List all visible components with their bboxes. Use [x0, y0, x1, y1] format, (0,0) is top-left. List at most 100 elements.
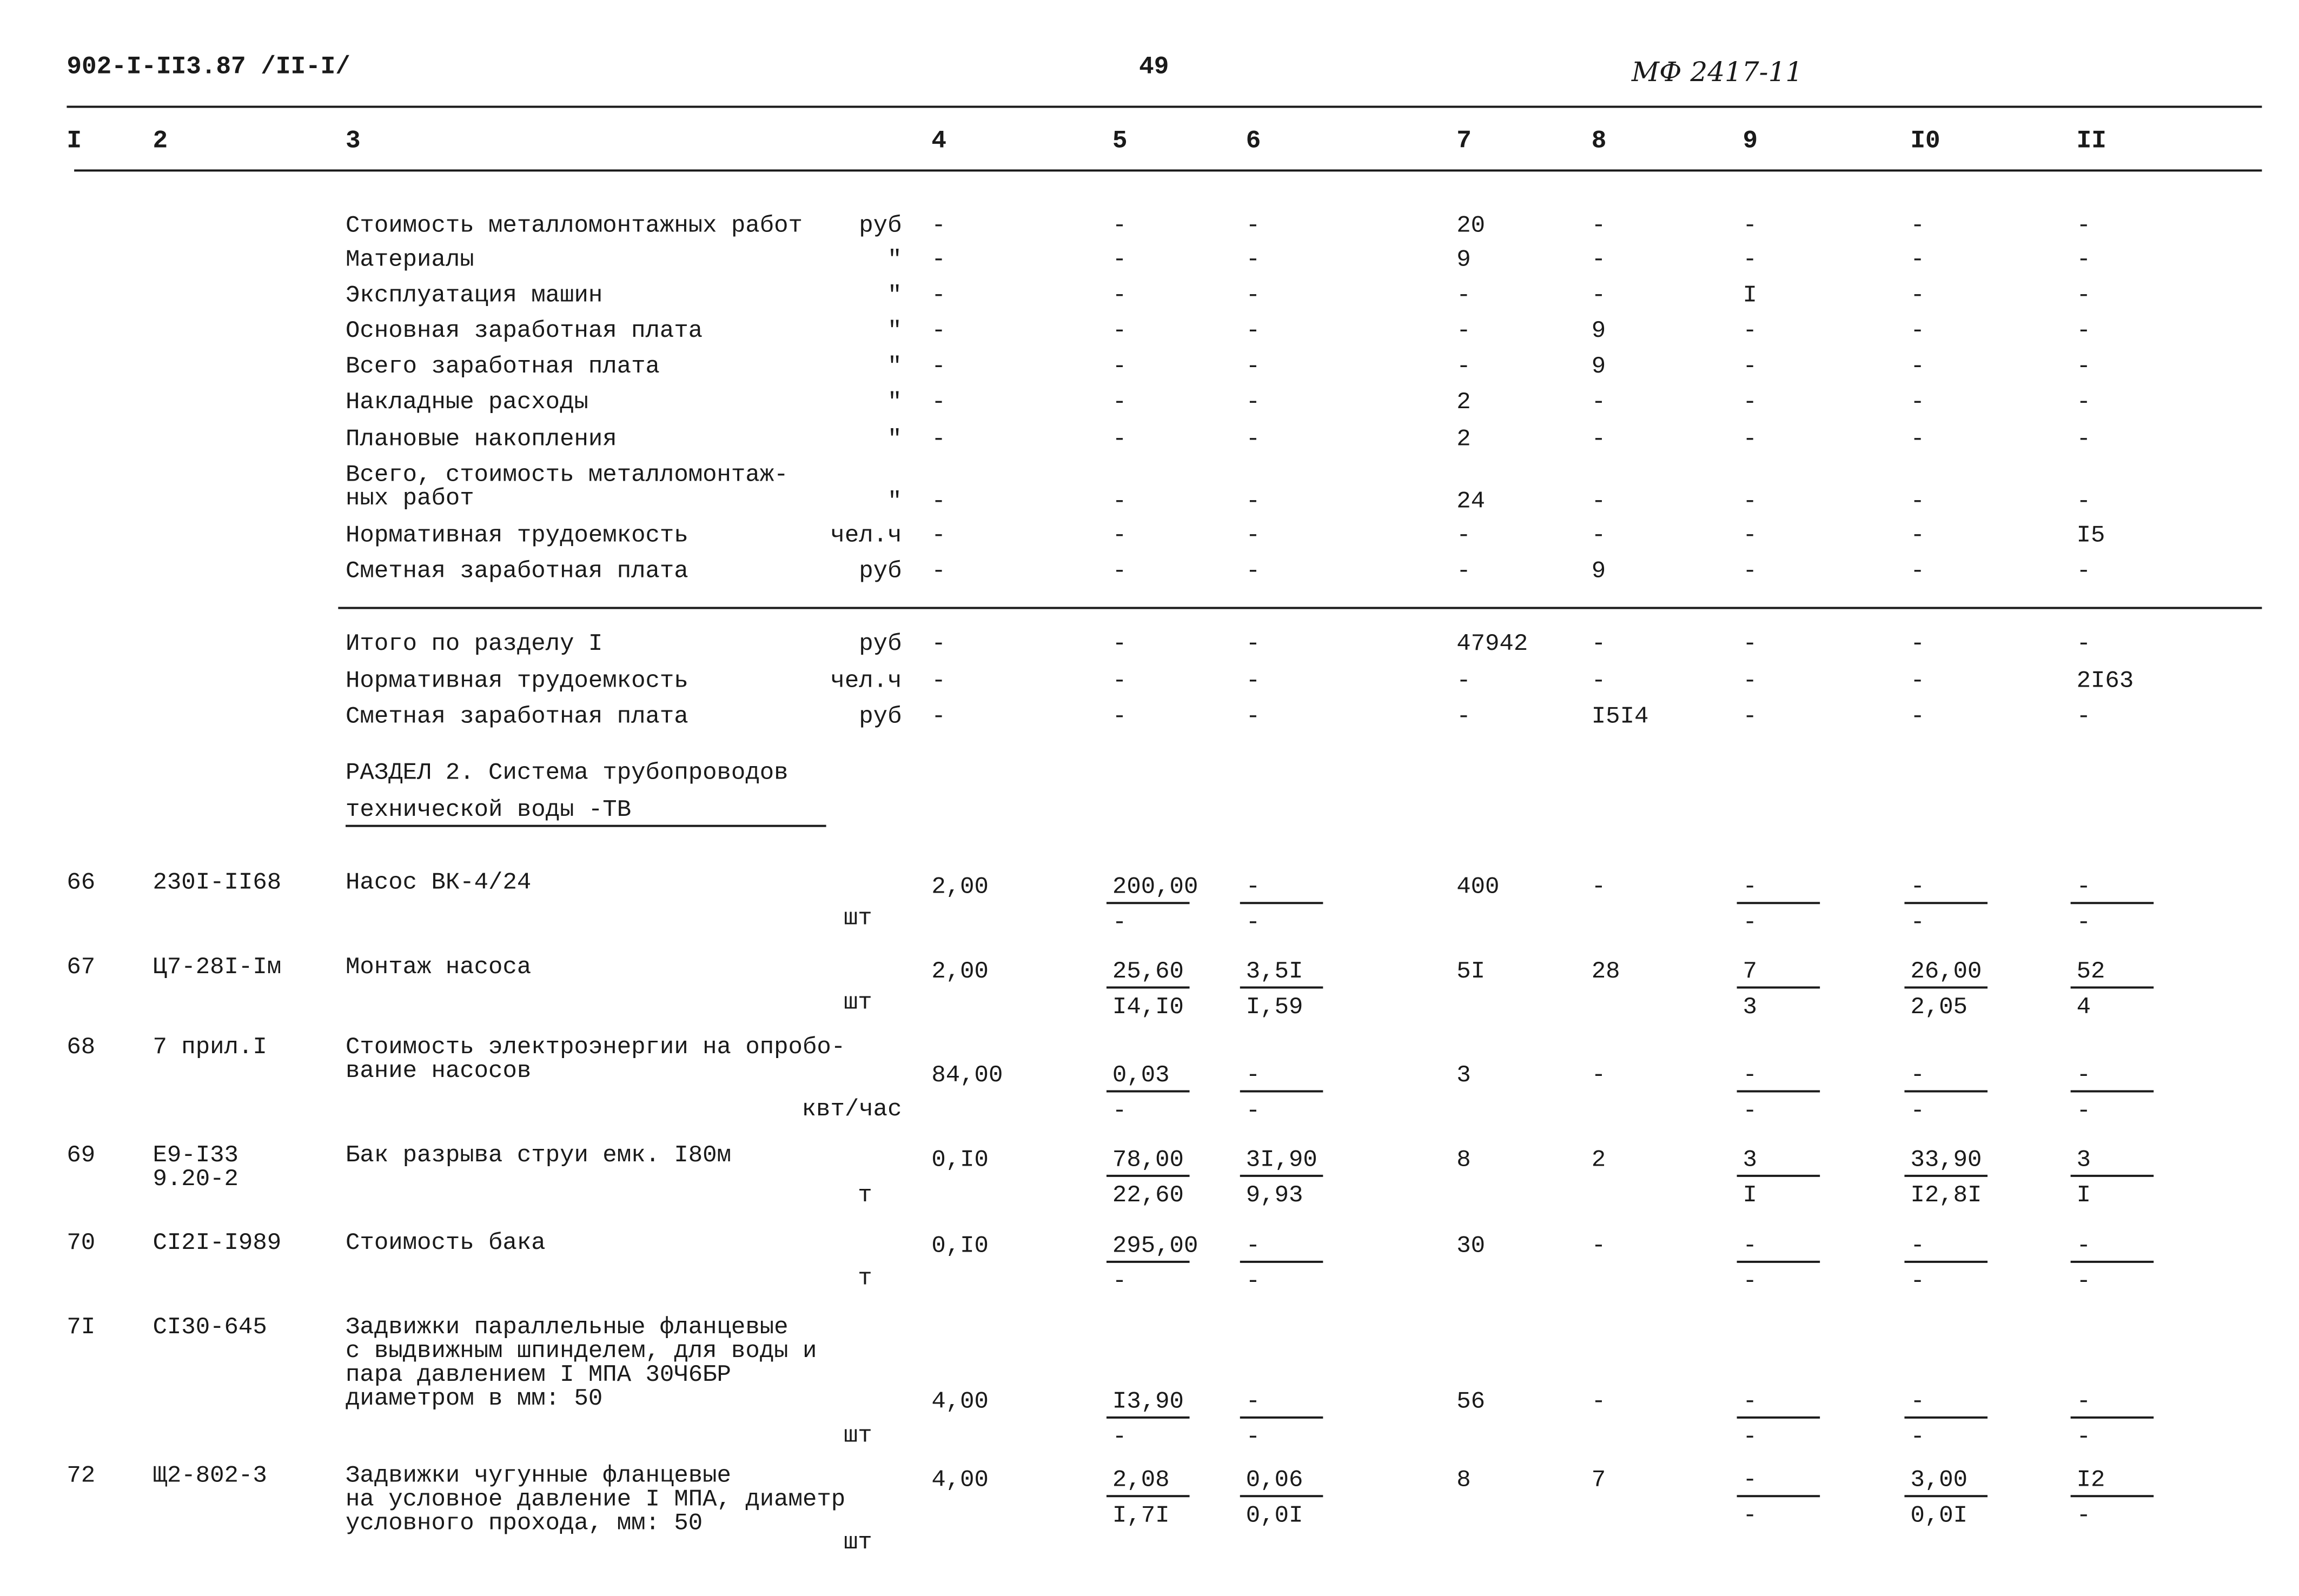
fraction-bottom: - — [1112, 1424, 1127, 1451]
item-unit: шт — [844, 989, 872, 1016]
cell-value: - — [1743, 247, 1757, 274]
item-name: условного прохода, мм: 50 — [346, 1509, 703, 1537]
cell-value: - — [1743, 522, 1757, 549]
row-name: Нормативная трудоемкость — [346, 667, 688, 694]
cell-value: - — [2077, 703, 2091, 730]
item-number: 66 — [67, 869, 95, 896]
cell-value: - — [1592, 874, 1606, 901]
cell-value: - — [1112, 317, 1127, 344]
row-unit: " — [887, 389, 902, 416]
fraction-bottom: - — [2077, 1098, 2091, 1125]
cell-value: - — [931, 353, 945, 380]
row-unit: руб — [859, 212, 902, 239]
cell-value: - — [931, 282, 945, 309]
cell-value: - — [1592, 282, 1606, 309]
fraction-top: - — [2077, 1232, 2091, 1259]
cell-value: - — [2077, 247, 2091, 274]
row-name: Сметная заработная плата — [346, 558, 688, 585]
cell-value: 24 — [1456, 488, 1485, 515]
column-header: 5 — [1112, 127, 1128, 155]
cell-value: - — [1246, 558, 1260, 585]
cell-value: 9 — [1456, 247, 1470, 274]
fraction-bottom: I — [1743, 1182, 1757, 1209]
cell-value: - — [2077, 488, 2091, 515]
row-name: Всего заработная плата — [346, 353, 660, 380]
cell-value: - — [1112, 353, 1127, 380]
item-code: 9.20-2 — [153, 1166, 238, 1193]
cell-value: - — [1456, 522, 1470, 549]
cell-value: - — [931, 317, 945, 344]
cell-value: - — [931, 667, 945, 694]
cell-value: - — [1743, 558, 1757, 585]
cell-value: - — [1743, 667, 1757, 694]
cell-value: - — [931, 558, 945, 585]
cell-value: - — [1112, 247, 1127, 274]
cell-value: - — [1456, 667, 1470, 694]
cell-value: - — [1112, 630, 1127, 657]
cell-value: - — [931, 247, 945, 274]
cell-value: - — [1246, 630, 1260, 657]
cell-value: - — [1592, 425, 1606, 453]
cell-value: - — [1246, 667, 1260, 694]
fraction-bottom: I — [2077, 1182, 2091, 1209]
fraction-top: 3 — [1743, 1146, 1757, 1173]
cell-value: 4,00 — [931, 1388, 989, 1415]
cell-value: - — [1246, 247, 1260, 274]
fraction-bottom: - — [1112, 909, 1127, 936]
row-name: Всего, стоимость металломонтаж- — [346, 461, 789, 488]
cell-value: - — [1246, 488, 1260, 515]
fraction-bottom: 0,0I — [1246, 1502, 1303, 1530]
row-unit: руб — [859, 703, 902, 730]
cell-value: 0,I0 — [931, 1146, 989, 1173]
fraction-top: - — [1743, 1232, 1757, 1259]
fraction-top: I3,90 — [1112, 1388, 1184, 1415]
row-name: Эксплуатация машин — [346, 282, 602, 309]
column-header: 3 — [346, 127, 361, 155]
item-number: 70 — [67, 1229, 95, 1256]
fraction-bottom: - — [1743, 909, 1757, 936]
cell-value: 2,00 — [931, 958, 989, 985]
column-header: 2 — [153, 127, 168, 155]
item-unit: шт — [844, 905, 872, 932]
item-unit: т — [858, 1265, 872, 1292]
cell-value: 56 — [1456, 1388, 1485, 1415]
fraction-top: 2,08 — [1112, 1467, 1170, 1494]
column-header: I0 — [1910, 127, 1940, 155]
page-number: 49 — [1139, 53, 1169, 81]
fraction-top: 78,00 — [1112, 1146, 1184, 1173]
cell-value: - — [1456, 703, 1470, 730]
fraction-bottom: - — [1910, 909, 1924, 936]
cell-value: - — [1112, 703, 1127, 730]
cell-value: - — [2077, 212, 2091, 239]
fraction-top: 295,00 — [1112, 1232, 1198, 1259]
fraction-top: 33,90 — [1910, 1146, 1982, 1173]
row-unit: " — [887, 425, 902, 453]
cell-value: 30 — [1456, 1232, 1485, 1259]
cell-value: 3 — [1456, 1062, 1470, 1089]
fraction-top: - — [2077, 874, 2091, 901]
column-header: 4 — [931, 127, 946, 155]
cell-value: - — [1112, 667, 1127, 694]
cell-value: - — [1592, 389, 1606, 416]
cell-value: - — [1910, 353, 1924, 380]
item-number: 72 — [67, 1462, 95, 1489]
fraction-bottom: - — [1743, 1098, 1757, 1125]
fraction-top: 3,5I — [1246, 958, 1303, 985]
fraction-bottom: - — [1910, 1268, 1924, 1295]
item-name: Стоимость бака — [346, 1229, 546, 1256]
cell-value: - — [1743, 703, 1757, 730]
fraction-bottom: I2,8I — [1910, 1182, 1982, 1209]
row-name: Нормативная трудоемкость — [346, 522, 688, 549]
cell-value: - — [2077, 282, 2091, 309]
item-name: пара давлением I МПА 30Ч6БР — [346, 1361, 731, 1388]
cell-value: - — [2077, 389, 2091, 416]
fraction-bottom: - — [1743, 1502, 1757, 1530]
cell-value: 0,I0 — [931, 1232, 989, 1259]
fraction-top: 52 — [2077, 958, 2105, 985]
cell-value: 2 — [1456, 389, 1470, 416]
fraction-top: 25,60 — [1112, 958, 1184, 985]
fraction-bottom: - — [1910, 1098, 1924, 1125]
cell-value: - — [1910, 522, 1924, 549]
item-code: Щ2-802-3 — [153, 1462, 267, 1489]
fraction-top: 0,03 — [1112, 1062, 1170, 1089]
